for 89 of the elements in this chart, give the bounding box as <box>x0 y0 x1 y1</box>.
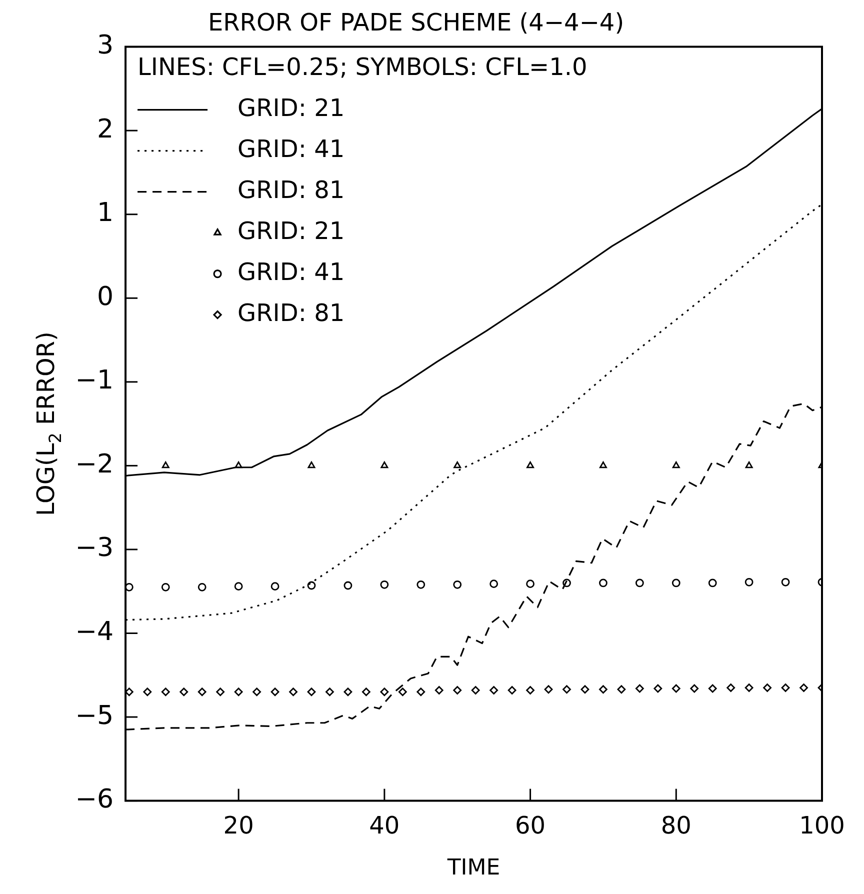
legend-label: GRID: 41 <box>238 135 345 164</box>
y-tick-label: 2 <box>96 114 114 144</box>
point <box>690 684 699 693</box>
point <box>234 688 243 696</box>
point <box>453 580 462 589</box>
point <box>635 578 644 588</box>
point <box>800 684 808 692</box>
point <box>380 461 388 468</box>
x-tick-label: 40 <box>369 811 400 840</box>
point <box>744 684 754 692</box>
point <box>763 684 772 692</box>
point <box>216 688 225 696</box>
y-tick-label: 1 <box>96 198 114 228</box>
chart-title: ERROR OF PADE SCHEME (4−4−4) <box>208 8 624 37</box>
point <box>198 582 206 592</box>
point <box>526 686 534 694</box>
point <box>508 686 516 694</box>
point <box>599 578 608 588</box>
point <box>526 580 534 588</box>
point <box>270 688 280 696</box>
point <box>307 581 316 590</box>
point <box>599 461 607 468</box>
point <box>162 461 170 468</box>
point <box>744 578 754 586</box>
point <box>672 578 680 588</box>
point <box>672 461 680 468</box>
y-axis-title: LOG(L2 ERROR) <box>32 332 65 516</box>
legend-label: GRID: 81 <box>238 176 345 204</box>
point <box>380 580 389 589</box>
x-tick-label: 60 <box>515 811 546 840</box>
x-tick-label: 100 <box>799 811 845 840</box>
point <box>434 686 444 694</box>
point <box>326 688 334 696</box>
point <box>161 582 170 592</box>
point <box>161 688 170 696</box>
point <box>198 688 206 696</box>
point <box>708 684 717 693</box>
point <box>454 461 462 468</box>
point <box>270 582 280 591</box>
legend-title: LINES: CFL=0.25; SYMBOLS: CFL=1.0 <box>138 53 588 82</box>
y-tick-label: −3 <box>75 533 114 564</box>
point <box>252 688 261 696</box>
point <box>599 685 608 694</box>
legend-label: GRID: 81 <box>238 299 345 328</box>
point <box>416 688 426 696</box>
point <box>654 684 662 693</box>
point <box>745 461 753 468</box>
point <box>544 685 553 694</box>
point <box>380 688 389 696</box>
point <box>781 684 790 692</box>
point <box>416 580 426 589</box>
y-tick-label: −5 <box>75 700 114 731</box>
point <box>490 686 498 694</box>
point <box>289 688 298 696</box>
point <box>180 688 188 696</box>
point <box>126 688 134 696</box>
point <box>526 461 534 468</box>
point <box>307 688 316 696</box>
x-tick-label: 20 <box>223 811 254 840</box>
x-axis-title: TIME <box>446 856 500 881</box>
point <box>308 461 316 468</box>
point <box>635 684 644 693</box>
point <box>672 684 680 693</box>
y-tick-label: 3 <box>96 30 114 61</box>
point <box>453 686 462 694</box>
point <box>781 578 790 586</box>
point <box>490 580 498 588</box>
point <box>580 685 590 694</box>
y-tick-label: −4 <box>75 616 114 647</box>
point <box>344 581 352 590</box>
point <box>143 688 152 696</box>
point <box>398 688 407 696</box>
point <box>617 685 626 694</box>
point <box>471 686 480 694</box>
point <box>126 582 134 592</box>
point <box>726 684 736 692</box>
y-tick-label: −6 <box>75 784 114 815</box>
y-tick-label: −2 <box>75 449 114 480</box>
point <box>708 578 717 588</box>
point <box>234 582 243 591</box>
y-tick-label: 0 <box>96 282 114 312</box>
legend-label: GRID: 41 <box>238 258 345 286</box>
legend-label: GRID: 21 <box>238 94 345 122</box>
point <box>362 688 370 696</box>
y-tick-label: −1 <box>75 366 114 396</box>
point <box>562 685 571 694</box>
x-tick-label: 80 <box>660 811 692 840</box>
legend-label: GRID: 21 <box>238 217 345 246</box>
point <box>344 688 352 696</box>
